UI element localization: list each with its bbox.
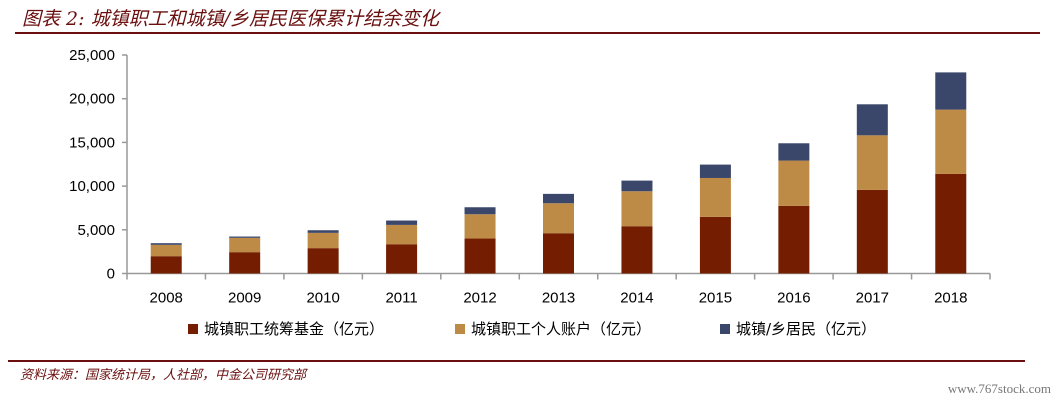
bar-2008-series-2 [150, 243, 182, 245]
bar-2017-series-0 [856, 189, 888, 274]
legend-item-resident: 城镇/乡居民（亿元） [720, 318, 876, 339]
bar-2012-series-2 [464, 207, 496, 215]
bar-2011-series-1 [386, 224, 418, 245]
source-note: 资料来源：国家统计局，人社部，中金公司研究部 [20, 368, 307, 383]
x-tick-label: 2017 [856, 290, 889, 307]
x-tick-label: 2016 [777, 290, 810, 307]
y-tick-label: 0 [107, 266, 115, 283]
title-rule [15, 32, 1040, 34]
bar-2018-series-0 [935, 173, 967, 274]
bar-2014-series-0 [621, 226, 653, 274]
bar-chart: 0 5,000 10,000 15,000 20,000 25,000 2008 2009 20… [69, 47, 991, 307]
bar-2015-series-2 [699, 164, 731, 178]
bar-2013-series-1 [543, 203, 574, 234]
x-tick-label: 2010 [306, 290, 339, 307]
bar-2010-series-1 [307, 232, 339, 249]
x-tick-label: 2018 [934, 290, 967, 307]
legend-swatch [720, 323, 730, 334]
legend-label: 城镇职工个人账户（亿元） [471, 320, 652, 338]
watermark: www.767stock.com [947, 381, 1051, 396]
bar-2012-series-0 [464, 238, 496, 274]
legend-label: 城镇职工统筹基金（亿元） [204, 320, 385, 338]
bar-2014-series-2 [621, 180, 653, 192]
bar-2008-series-1 [150, 244, 182, 257]
bar-2015-series-0 [699, 216, 731, 274]
bar-2008-series-0 [150, 256, 182, 274]
bar-2011-series-2 [386, 220, 418, 225]
legend-item-employee-account: 城镇职工个人账户（亿元） [455, 318, 651, 339]
y-tick-label: 5,000 [77, 222, 115, 239]
bar-2017-series-2 [856, 104, 888, 136]
legend-label: 城镇/乡居民（亿元） [736, 320, 877, 338]
bar-2013-series-0 [543, 233, 574, 274]
y-tick-label: 10,000 [69, 178, 115, 195]
bar-2018-series-2 [935, 72, 967, 110]
y-tick-label: 15,000 [69, 134, 115, 151]
chart-title: 图表 2: 城镇职工和城镇/乡居民医保累计结余变化 [22, 8, 439, 30]
y-tick-label: 20,000 [69, 91, 115, 108]
x-tick-label: 2008 [150, 290, 183, 307]
legend-swatch [188, 323, 198, 334]
bar-2016-series-2 [778, 143, 810, 161]
bar-2010-series-2 [307, 230, 339, 233]
bar-2012-series-1 [464, 214, 496, 239]
bar-2018-series-1 [935, 109, 967, 174]
x-tick-label: 2014 [620, 290, 653, 307]
x-tick-label: 2009 [228, 290, 261, 307]
bar-2009-series-1 [229, 237, 261, 253]
bar-2010-series-0 [307, 248, 339, 274]
y-tick-label: 25,000 [69, 47, 115, 64]
x-tick-label: 2013 [542, 290, 575, 307]
bar-2014-series-1 [621, 191, 653, 227]
source-rule [8, 360, 1025, 362]
bar-2009-series-2 [229, 236, 261, 238]
bar-2016-series-0 [778, 205, 810, 274]
bar-2017-series-1 [856, 135, 888, 190]
legend-item-employee-fund: 城镇职工统筹基金（亿元） [188, 318, 384, 339]
bar-2009-series-0 [229, 252, 261, 274]
bar-2011-series-0 [386, 244, 418, 274]
x-tick-label: 2012 [463, 290, 496, 307]
bar-2016-series-1 [778, 160, 810, 206]
legend-swatch [455, 323, 465, 334]
x-tick-label: 2015 [699, 290, 732, 307]
bar-2013-series-2 [543, 193, 574, 204]
bar-2015-series-1 [699, 177, 731, 217]
x-tick-label: 2011 [385, 290, 417, 307]
